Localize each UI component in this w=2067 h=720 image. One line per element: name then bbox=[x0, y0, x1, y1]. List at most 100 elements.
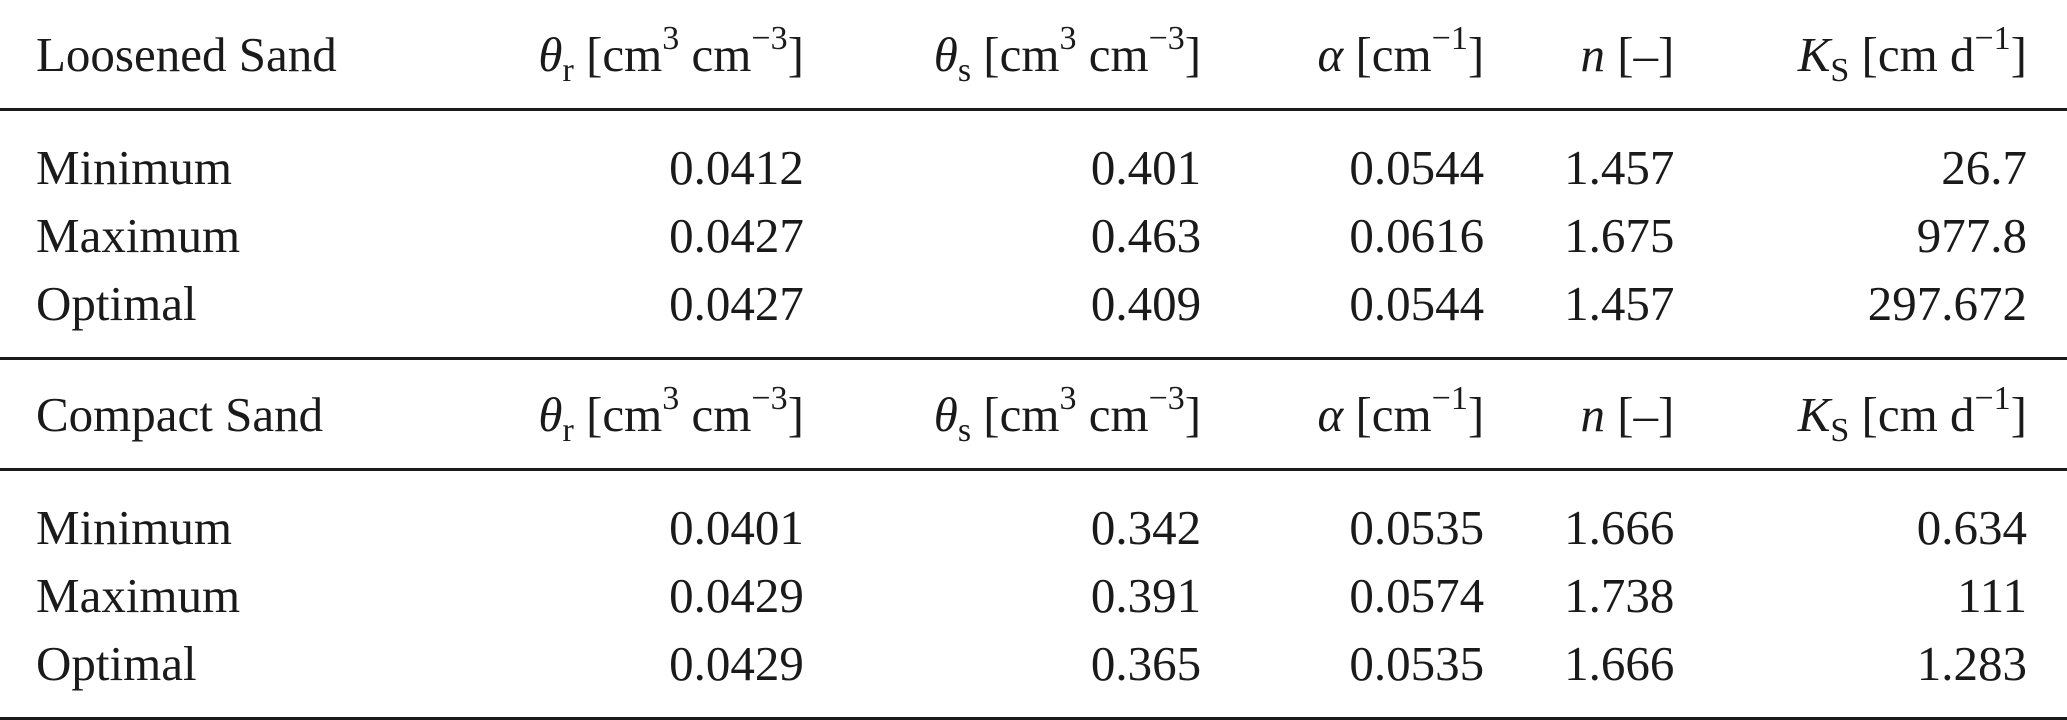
header-unit: ] bbox=[1467, 26, 1485, 82]
header-unit: [cm d bbox=[1849, 386, 1975, 442]
header-cell: α [cm−1] bbox=[1201, 0, 1485, 111]
header-unit: [cm bbox=[1343, 26, 1432, 82]
header-cell: θr [cm3 cm−3] bbox=[449, 0, 804, 111]
header-cell: n [–] bbox=[1484, 0, 1675, 111]
table-row: Optimal 0.0427 0.409 0.0544 1.457 297.672 bbox=[0, 269, 2067, 359]
header-unit-exponent: −3 bbox=[1148, 379, 1185, 417]
header-unit: ] bbox=[1184, 26, 1202, 82]
table-cell: 1.675 bbox=[1564, 207, 1675, 263]
header-symbol: θ bbox=[933, 26, 958, 82]
table-cell: 0.365 bbox=[803, 629, 1202, 720]
header-subscript: r bbox=[562, 51, 574, 89]
table-cell: 1.283 bbox=[1674, 629, 2067, 720]
header-subscript: S bbox=[1830, 411, 1850, 449]
header-cell: n [–] bbox=[1484, 357, 1675, 471]
table-row: Maximum 0.0427 0.463 0.0616 1.675 977.8 bbox=[0, 201, 2067, 269]
header-unit: [cm bbox=[1343, 386, 1432, 442]
row-label: Optimal bbox=[36, 275, 197, 331]
header-unit: cm bbox=[1076, 386, 1149, 442]
header-symbol: K bbox=[1797, 26, 1831, 82]
header-subscript: s bbox=[957, 411, 972, 449]
header-unit-exponent: −3 bbox=[751, 379, 788, 417]
section-title: Loosened Sand bbox=[0, 0, 450, 111]
header-cell: θr [cm3 cm−3] bbox=[449, 357, 804, 471]
table-cell: 0.0429 bbox=[669, 567, 804, 623]
table-cell: 0.0429 bbox=[449, 629, 804, 720]
row-label: Minimum bbox=[36, 139, 233, 195]
table-cell: 1.457 bbox=[1564, 275, 1675, 331]
table-cell: 1.457 bbox=[1564, 139, 1675, 195]
header-cell: KS [cm d−1] bbox=[1674, 357, 2067, 471]
table-cell: 0.0574 bbox=[1349, 567, 1485, 623]
table-cell: 0.0535 bbox=[1349, 499, 1485, 555]
header-cell: θs [cm3 cm−3] bbox=[803, 0, 1202, 111]
table-cell: 1.666 bbox=[1484, 629, 1675, 720]
table-cell: 0.0616 bbox=[1349, 207, 1485, 263]
table-row: Minimum 0.0412 0.401 0.0544 1.457 26.7 bbox=[0, 110, 2067, 202]
table-cell: 0.634 bbox=[1916, 499, 2027, 555]
header-symbol: n bbox=[1580, 26, 1605, 82]
table-cell: 0.409 bbox=[1090, 275, 1202, 331]
table-cell: 0.0535 bbox=[1201, 629, 1485, 720]
section-header-row: Compact Sand θr [cm3 cm−3] θs [cm3 cm−3] α … bbox=[0, 357, 2067, 471]
table-row: Optimal 0.0429 0.365 0.0535 1.666 1.283 bbox=[0, 629, 2067, 720]
header-symbol: α bbox=[1317, 26, 1344, 82]
header-symbol: n bbox=[1580, 386, 1605, 442]
row-label: Maximum bbox=[36, 567, 241, 623]
table-cell: 0.401 bbox=[1090, 139, 1202, 195]
table-cell: 0.0544 bbox=[1349, 139, 1485, 195]
header-unit: [cm bbox=[573, 386, 663, 442]
table-cell: 111 bbox=[1957, 567, 2027, 623]
header-unit: [cm bbox=[573, 26, 663, 82]
header-cell: KS [cm d−1] bbox=[1674, 0, 2067, 111]
header-symbol: α bbox=[1317, 386, 1344, 442]
header-unit-exponent: 3 bbox=[662, 379, 680, 417]
header-unit: ] bbox=[1184, 386, 1202, 442]
table-cell: 0.0401 bbox=[669, 499, 804, 555]
table-cell: 0.0544 bbox=[1349, 275, 1485, 331]
table-cell: 0.0427 bbox=[669, 275, 804, 331]
header-unit: cm bbox=[679, 26, 752, 82]
table-cell: 0.342 bbox=[1090, 499, 1202, 555]
header-unit: ] bbox=[787, 26, 804, 82]
table-cell: 26.7 bbox=[1941, 139, 2027, 195]
header-unit-exponent: −1 bbox=[1974, 379, 2011, 417]
header-unit-exponent: −1 bbox=[1974, 19, 2011, 57]
table-cell: 1.666 bbox=[1564, 499, 1675, 555]
header-unit-exponent: −1 bbox=[1431, 379, 1468, 417]
header-subscript: S bbox=[1830, 51, 1850, 89]
header-unit-exponent: 3 bbox=[662, 19, 680, 57]
header-unit: [–] bbox=[1604, 386, 1675, 442]
row-label: Minimum bbox=[36, 499, 233, 555]
header-cell: α [cm−1] bbox=[1201, 357, 1485, 471]
header-symbol: K bbox=[1797, 386, 1831, 442]
row-label: Maximum bbox=[36, 207, 241, 263]
table-row: Minimum 0.0401 0.342 0.0535 1.666 0.634 bbox=[0, 470, 2067, 562]
header-unit: [cm bbox=[971, 26, 1060, 82]
header-subscript: s bbox=[957, 51, 972, 89]
header-unit: [cm d bbox=[1849, 26, 1975, 82]
header-subscript: r bbox=[562, 411, 574, 449]
header-unit: ] bbox=[2010, 26, 2027, 82]
header-unit: ] bbox=[2010, 386, 2027, 442]
table-cell: 297.672 bbox=[1867, 275, 2027, 331]
table-cell: 0.0412 bbox=[669, 139, 804, 195]
header-cell: θs [cm3 cm−3] bbox=[803, 357, 1202, 471]
header-unit: cm bbox=[679, 386, 752, 442]
header-unit: [cm bbox=[971, 386, 1060, 442]
table-cell: 0.0427 bbox=[669, 207, 804, 263]
table-cell: 1.738 bbox=[1564, 567, 1675, 623]
header-unit-exponent: −3 bbox=[751, 19, 788, 57]
header-symbol: θ bbox=[538, 386, 563, 442]
header-unit-exponent: 3 bbox=[1059, 379, 1077, 417]
table-cell: 977.8 bbox=[1916, 207, 2027, 263]
header-symbol: θ bbox=[538, 26, 563, 82]
row-label: Optimal bbox=[0, 629, 450, 720]
table-cell: 0.391 bbox=[1090, 567, 1202, 623]
header-unit: cm bbox=[1076, 26, 1149, 82]
section-title: Compact Sand bbox=[0, 357, 450, 471]
header-unit: ] bbox=[1467, 386, 1485, 442]
